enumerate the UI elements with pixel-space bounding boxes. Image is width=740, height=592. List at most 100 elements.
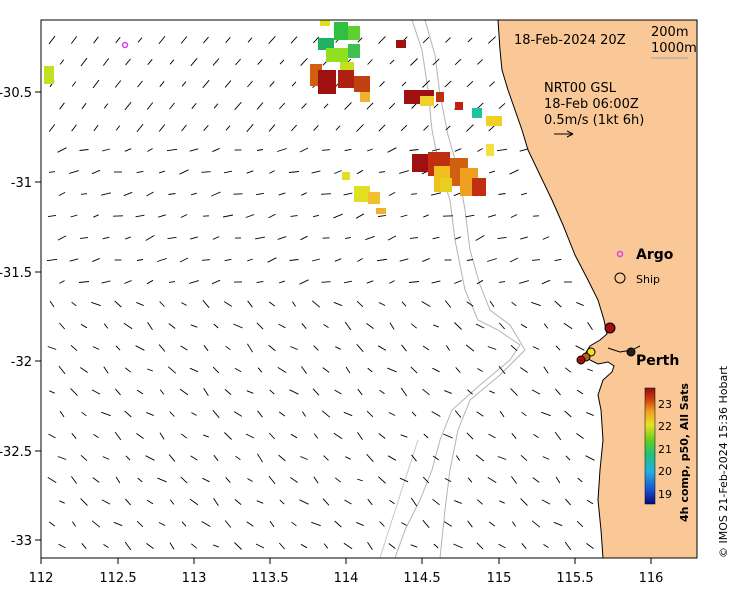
current-vector: [444, 80, 452, 88]
current-vector: [80, 193, 88, 195]
current-vector: [202, 79, 210, 89]
current-vector: [147, 148, 153, 152]
current-vector: [433, 324, 439, 328]
current-vector: [191, 543, 197, 549]
current-vector: [467, 389, 473, 395]
current-vector: [81, 543, 87, 549]
current-vector: [72, 521, 76, 527]
current-vector: [91, 169, 101, 175]
current-vector: [520, 367, 528, 373]
current-vector: [410, 544, 418, 548]
current-vector: [422, 519, 430, 529]
current-vector: [290, 215, 298, 217]
current-vector: [345, 366, 351, 374]
current-vector: [467, 37, 473, 43]
current-vector: [410, 497, 418, 507]
current-vector: [399, 477, 409, 483]
current-vector: [245, 433, 255, 439]
current-vector: [81, 411, 87, 417]
current-vector: [344, 148, 352, 152]
current-vector: [102, 58, 110, 66]
current-vector: [59, 280, 65, 284]
current-vector: [445, 37, 451, 43]
current-vector: [586, 411, 594, 417]
current-vector: [431, 148, 441, 152]
current-vector: [92, 79, 100, 89]
colorbar-title: 4h comp, p50, All Sats: [678, 383, 691, 522]
current-vector: [411, 411, 417, 417]
current-vector: [213, 454, 219, 462]
current-vector: [564, 410, 572, 418]
argo-float-marker: [121, 41, 129, 49]
current-vector: [322, 367, 330, 373]
current-vector: [423, 433, 429, 439]
current-vector: [213, 323, 219, 329]
current-vector: [301, 323, 307, 329]
current-vector: [48, 124, 56, 132]
current-vector: [290, 124, 298, 132]
current-vector: [577, 477, 583, 483]
current-vector: [115, 388, 121, 396]
current-vector: [255, 543, 265, 549]
current-vector: [489, 81, 495, 87]
current-vector: [498, 281, 506, 283]
current-vector: [288, 171, 300, 173]
current-vector: [367, 59, 373, 65]
current-vector: [467, 520, 473, 528]
current-vector: [387, 147, 397, 153]
current-vector: [48, 521, 56, 527]
current-vector: [234, 368, 242, 372]
current-vector: [400, 214, 408, 218]
current-vector: [256, 192, 264, 196]
current-vector: [313, 125, 319, 131]
x-tick-label: 113: [182, 571, 207, 586]
current-vector: [454, 322, 462, 330]
current-vector: [268, 36, 276, 44]
current-vector: [313, 345, 319, 351]
current-vector: [409, 149, 419, 151]
current-vector: [257, 59, 263, 65]
current-vector: [323, 324, 329, 328]
current-vector: [367, 367, 373, 373]
current-vector: [277, 148, 287, 152]
current-vector: [235, 58, 241, 66]
current-vector: [299, 147, 309, 153]
current-vector: [455, 236, 461, 240]
current-vector: [101, 499, 111, 505]
current-vector: [212, 236, 220, 240]
current-vector: [334, 258, 342, 262]
current-vector: [113, 521, 123, 527]
current-vector: [519, 148, 529, 152]
current-vector: [487, 36, 497, 44]
current-time-label: 18-Feb 06:00Z: [544, 97, 639, 112]
current-vector: [455, 455, 461, 461]
y-tick-label: -30.5: [0, 86, 32, 101]
current-vector: [377, 214, 387, 218]
current-vector: [92, 346, 100, 350]
current-vector: [123, 191, 133, 197]
current-vector: [453, 543, 463, 549]
current-vector: [213, 497, 219, 507]
current-vector: [179, 169, 189, 175]
current-vector: [58, 365, 66, 375]
credit-label: © IMOS 21-Feb-2024 15:36 Hobart: [717, 365, 730, 558]
current-vector: [465, 214, 475, 218]
current-vector: [299, 279, 309, 285]
current-vector: [115, 476, 121, 484]
current-vector: [496, 148, 508, 152]
current-vector: [432, 367, 440, 373]
y-tick-label: -31: [11, 176, 32, 191]
current-vector: [510, 388, 518, 396]
current-vector: [432, 455, 440, 461]
current-vector: [423, 125, 429, 131]
current-vector: [422, 388, 430, 396]
current-vector: [255, 236, 265, 240]
current-vector: [225, 345, 231, 351]
current-vector: [498, 543, 506, 549]
current-vector: [443, 521, 453, 527]
current-vector: [49, 300, 55, 308]
current-vector: [136, 259, 144, 261]
current-vector: [58, 322, 66, 330]
current-vector: [388, 543, 396, 549]
